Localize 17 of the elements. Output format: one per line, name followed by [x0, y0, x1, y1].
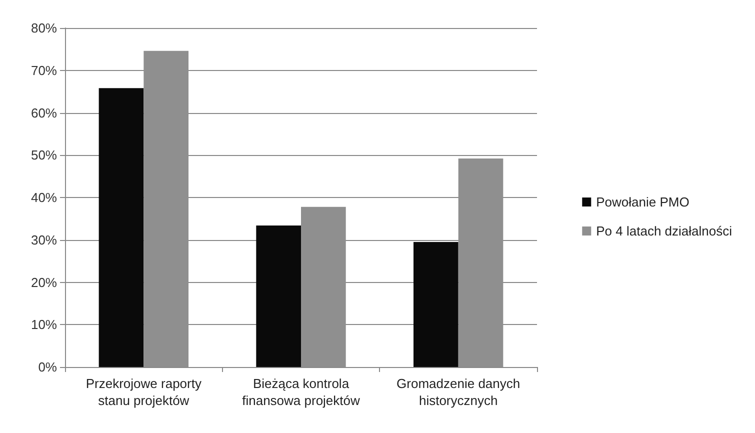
y-tick-label: 10%	[30, 317, 58, 332]
y-tick-label: 80%	[30, 20, 58, 36]
x-tick-label: Gromadzenie danych historycznych	[396, 376, 520, 408]
legend-label: Powołanie PMO	[596, 194, 690, 210]
y-tick-label: 50%	[30, 148, 58, 163]
bar	[98, 88, 144, 367]
y-tick-label: 40%	[30, 190, 58, 205]
x-tick-label: Przekrojowe raporty stanu projektów	[86, 376, 202, 408]
bar	[256, 225, 301, 367]
y-tick-label: 30%	[30, 232, 58, 248]
bar	[413, 242, 458, 367]
y-tick-label: 20%	[30, 274, 58, 290]
y-tick-label: 70%	[30, 62, 58, 78]
x-tick-label: Bieżąca kontrola finansowa projektów	[242, 376, 360, 408]
y-tick-label: 0%	[38, 360, 58, 374]
legend-label: Po 4 latach działalności	[596, 224, 732, 238]
y-tick-label: 60%	[30, 105, 58, 120]
